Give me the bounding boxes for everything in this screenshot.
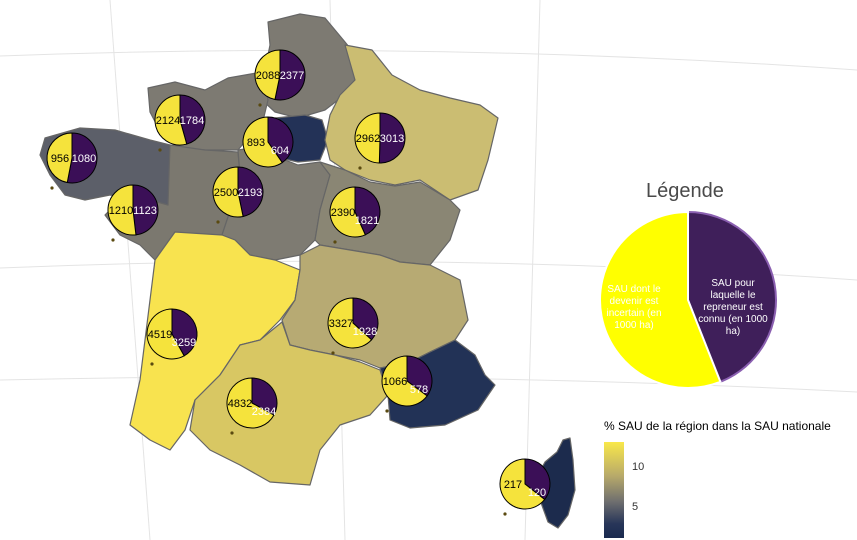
pie-slice-uncertain — [154, 94, 188, 146]
pie-label-known: 120 — [528, 487, 546, 499]
pie-label-uncertain: 2390 — [331, 207, 355, 219]
pie-slice-uncertain — [381, 355, 428, 407]
region-centroid-dot — [230, 431, 234, 435]
pie-slice-known — [352, 297, 379, 341]
legend-pie: SAU dont le devenir est incertain (en 1000 … — [599, 210, 777, 389]
pie-label-uncertain: 893 — [247, 137, 265, 149]
pie-label-known: 1123 — [133, 205, 157, 217]
pie-slice-known — [237, 166, 264, 218]
pie-label-known: 1821 — [355, 215, 379, 227]
colorbar-tick-5 — [624, 508, 629, 509]
region-centroid-dot — [50, 186, 54, 190]
pie-label-known: 1928 — [353, 326, 377, 338]
region-centroid-dot — [358, 166, 362, 170]
pie-slice-uncertain — [329, 186, 366, 238]
pie-label-uncertain: 2088 — [256, 70, 280, 82]
pie-label-known: 2193 — [238, 187, 262, 199]
legend-slice-known — [687, 210, 777, 384]
pie-slice-uncertain — [46, 132, 73, 184]
colorbar-title: % SAU de la région dans la SAU nationale — [604, 419, 831, 433]
pie-slice-known — [251, 377, 278, 416]
region-grand-est — [324, 44, 499, 201]
pie-label-uncertain: 2500 — [214, 187, 238, 199]
pie-label-known: 3259 — [172, 337, 196, 349]
region-centroid-dot — [385, 409, 389, 413]
region-centroid-dot — [258, 103, 262, 107]
pie-slice-uncertain — [254, 49, 281, 101]
pie-slice-uncertain — [226, 377, 275, 429]
colorbar-tick-10 — [624, 468, 629, 469]
region-centroid-dot — [333, 240, 337, 244]
pie-slice-known — [406, 355, 433, 397]
pie-slice-uncertain — [107, 184, 137, 236]
region-centroid-dot — [216, 220, 220, 224]
region-centroid-dot — [111, 238, 115, 242]
region-pies: 2088 2377 2124 1784 893 604 2962 3013 956 1080 121… — [46, 49, 551, 516]
region-centroid-dot — [503, 512, 507, 516]
pie-slice-known — [378, 112, 406, 164]
pie-label-known: 1080 — [72, 153, 96, 165]
legend-label-known: SAU pour laquelle le repreneur est connu (e… — [698, 278, 768, 337]
region-centroid-dot — [331, 351, 335, 355]
legend-label-uncertain: SAU dont le devenir est incertain (en 1000 … — [606, 284, 661, 331]
pie-slice-uncertain — [146, 308, 185, 360]
legend-title: Légende — [646, 180, 724, 202]
pie-slice-uncertain — [327, 297, 373, 349]
pie-slice-known — [274, 49, 306, 101]
pie-slice-uncertain — [354, 112, 381, 164]
legend-slice-uncertain — [599, 210, 722, 389]
pie-slice-known — [524, 458, 551, 501]
pie-label-known: 604 — [271, 145, 289, 157]
pie-label-known: 1784 — [180, 115, 204, 127]
region-occitanie — [189, 321, 389, 486]
pie-label-uncertain: 2962 — [356, 133, 380, 145]
pie-slice-uncertain — [212, 166, 244, 218]
region-centroid-dot — [158, 148, 162, 152]
pie-label-known: 2384 — [252, 406, 276, 418]
pie-slice-known — [179, 94, 206, 145]
pie-slice-known — [66, 132, 98, 184]
pie-slice-uncertain — [499, 458, 546, 510]
colorbar — [604, 442, 624, 538]
region-corse — [534, 437, 576, 529]
pie-label-uncertain: 4519 — [148, 329, 172, 341]
pie-label-uncertain: 3327 — [329, 318, 353, 330]
region-centroid-dot — [150, 362, 154, 366]
pie-label-uncertain: 217 — [504, 479, 522, 491]
regions — [39, 13, 576, 529]
pie-label-known: 2377 — [280, 70, 304, 82]
pie-slice-known — [354, 186, 381, 236]
pie-label-known: 3013 — [380, 133, 404, 145]
pie-label-uncertain: 1210 — [109, 205, 133, 217]
pie-label-known: 578 — [410, 384, 428, 396]
pie-slice-uncertain — [242, 116, 283, 168]
pie-label-uncertain: 2124 — [156, 115, 180, 127]
pie-label-uncertain: 4832 — [228, 398, 252, 410]
pie-slice-known — [171, 308, 198, 357]
pie-label-uncertain: 956 — [51, 153, 69, 165]
pie-label-uncertain: 1066 — [383, 376, 407, 388]
pie-slice-known — [132, 184, 159, 236]
pie-slice-known — [267, 116, 294, 164]
colorbar-label-10: 10 — [632, 461, 645, 473]
colorbar-label-5: 5 — [632, 501, 639, 513]
